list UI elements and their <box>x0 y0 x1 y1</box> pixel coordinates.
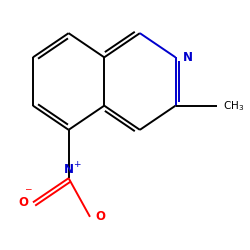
Text: O: O <box>95 210 105 223</box>
Text: −: − <box>24 185 32 194</box>
Text: CH$_3$: CH$_3$ <box>223 99 244 112</box>
Text: N: N <box>64 163 74 176</box>
Text: O: O <box>18 196 28 209</box>
Text: N: N <box>183 51 193 64</box>
Text: +: + <box>74 160 81 169</box>
